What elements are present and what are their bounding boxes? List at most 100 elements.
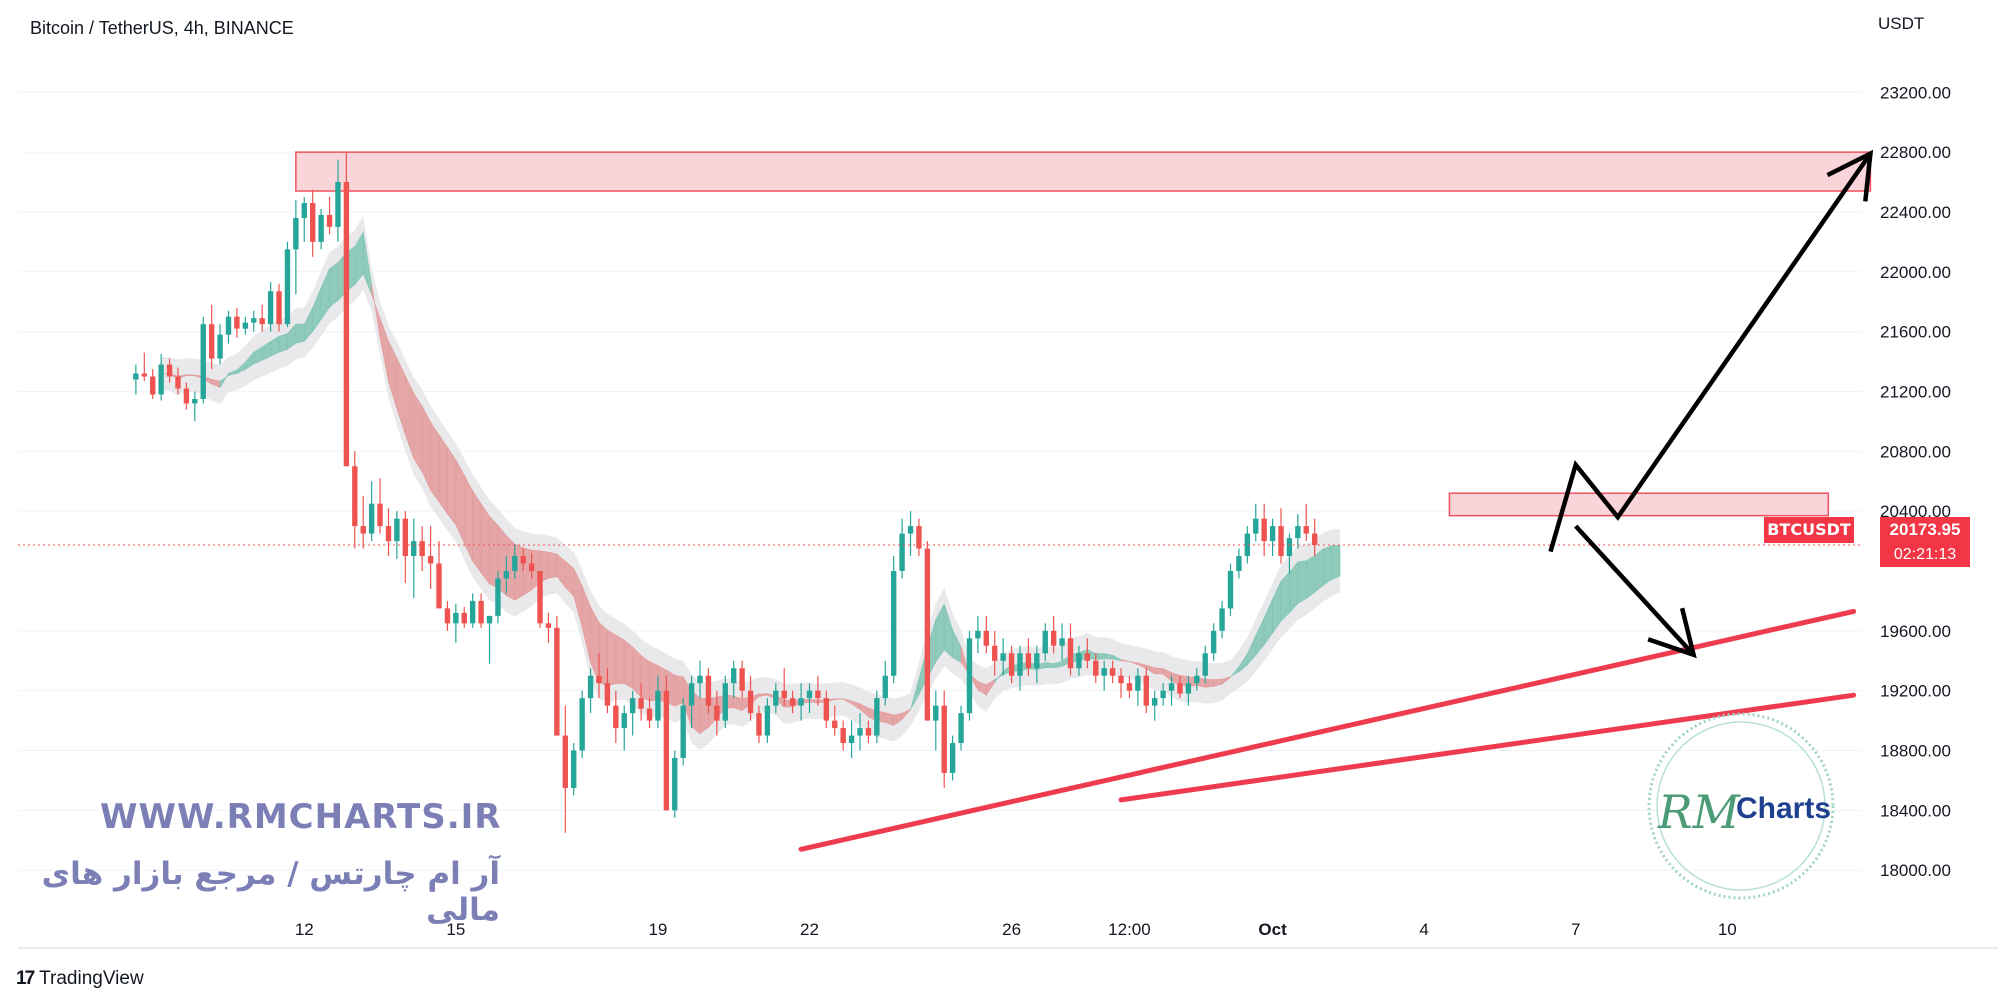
- candle-body: [368, 503, 375, 534]
- ma-ribbon-segment: [489, 515, 499, 589]
- candle-body: [587, 675, 594, 699]
- ma-ribbon-segment: [413, 392, 423, 473]
- candle-body: [1194, 675, 1200, 684]
- y-tick-label: 20800.00: [1880, 442, 1951, 461]
- candlesticks: [18, 152, 1862, 833]
- candle-body: [1253, 518, 1259, 534]
- candle-body: [284, 249, 291, 325]
- candle-body: [133, 373, 139, 380]
- candle-body: [495, 578, 501, 616]
- tradingview-label: TradingView: [39, 968, 144, 989]
- candle-body: [815, 690, 821, 699]
- candle-body: [352, 466, 358, 527]
- candle-body: [1059, 638, 1065, 646]
- candle-body: [1261, 518, 1267, 542]
- candle-body: [731, 668, 737, 684]
- candle-body: [958, 713, 964, 744]
- last-price-tag: BTCUSDT 20173.95 02:21:13: [1764, 515, 1970, 567]
- candle-body: [672, 758, 678, 811]
- candle-body: [756, 713, 762, 736]
- candle-body: [175, 376, 181, 389]
- ma-ribbon-segment: [430, 421, 440, 503]
- ma-ribbon-segment: [809, 698, 819, 704]
- price-tag-value: 20173.95: [1880, 517, 1970, 543]
- candle-body: [865, 728, 872, 736]
- candle-body: [680, 705, 686, 758]
- ma-ribbon-segment: [1204, 678, 1214, 688]
- ma-envelope: [161, 215, 1341, 751]
- ma-ribbon-segment: [1322, 545, 1332, 586]
- candle-body: [478, 600, 484, 624]
- ma-ribbon-segment: [1306, 555, 1315, 600]
- candle-body: [267, 291, 274, 325]
- candle-body: [1236, 556, 1242, 571]
- symbol-title[interactable]: Bitcoin / TetherUS, 4h, BINANCE: [30, 18, 294, 38]
- candle-body: [1210, 630, 1217, 654]
- candle-body: [663, 690, 670, 811]
- resistance-zones: [295, 151, 1872, 517]
- candle-body: [655, 690, 661, 721]
- time-axis: 12 15 19 22 26 12:00 Oct 4 7 10: [295, 920, 1737, 939]
- ma-ribbon-segment: [1045, 662, 1054, 669]
- candle-body: [747, 690, 754, 714]
- candle-body: [1118, 675, 1124, 684]
- candle-body: [360, 526, 366, 534]
- logo-ring-inner: [1656, 721, 1826, 891]
- candle-body: [1008, 653, 1015, 676]
- y-tick-label: 18000.00: [1880, 861, 1951, 880]
- candle-body: [419, 541, 425, 557]
- y-tick-label: 23200.00: [1880, 83, 1951, 102]
- candle-body: [259, 318, 265, 325]
- candle-body: [242, 322, 249, 329]
- x-tick-label: 12:00: [1108, 920, 1151, 939]
- ma-ribbon-segment: [447, 446, 457, 526]
- candle-body: [621, 713, 627, 729]
- candle-body: [739, 668, 745, 691]
- candle-body: [781, 690, 787, 699]
- candle-body: [1202, 653, 1208, 676]
- candle-body: [1219, 608, 1225, 631]
- ma-ribbon-segment: [438, 433, 448, 515]
- candle-body: [1295, 526, 1301, 539]
- candle-body: [933, 705, 939, 721]
- tradingview-brand[interactable]: 17 TradingView: [16, 968, 144, 990]
- candle-body: [1160, 690, 1166, 699]
- candle-body: [158, 364, 164, 395]
- candle-body: [377, 503, 383, 527]
- candle-body: [1109, 668, 1116, 676]
- candle-body: [545, 623, 552, 628]
- candle-body: [562, 735, 569, 788]
- y-tick-label: 22000.00: [1880, 263, 1951, 282]
- candle-body: [192, 398, 198, 404]
- ma-ribbon-segment: [514, 543, 524, 601]
- bearish-arrowhead: [1647, 607, 1697, 659]
- candle-body: [840, 728, 846, 744]
- y-tick-label: 20400.00: [1880, 502, 1951, 521]
- ma-ribbon-segment: [632, 646, 642, 698]
- candle-body: [537, 571, 543, 624]
- projection-arrows: [1548, 149, 1874, 659]
- candle-body: [343, 182, 350, 467]
- ma-ribbon-segment: [472, 489, 482, 574]
- candle-body: [326, 214, 333, 227]
- candle-body: [697, 675, 703, 684]
- chart-grid: [18, 91, 1998, 949]
- candle-body: [1227, 571, 1234, 609]
- candle-body: [217, 334, 223, 359]
- candle-body: [874, 698, 880, 736]
- candle-body: [234, 316, 240, 329]
- candle-body: [276, 291, 282, 325]
- candle-body: [941, 705, 947, 773]
- candle-body: [528, 563, 535, 571]
- ma-ribbon-segment: [295, 323, 305, 344]
- candle-body: [1135, 675, 1141, 691]
- ma-ribbon-segment: [607, 629, 617, 687]
- candle-body: [301, 202, 307, 218]
- ma-ribbon-segment: [548, 551, 558, 579]
- candle-body: [1101, 668, 1107, 676]
- watermark-url: WWW.RMCHARTS.IR: [100, 797, 502, 837]
- ma-ribbon-segment: [1314, 548, 1324, 593]
- candle-body: [225, 316, 232, 335]
- x-tick-label: 26: [1002, 920, 1021, 939]
